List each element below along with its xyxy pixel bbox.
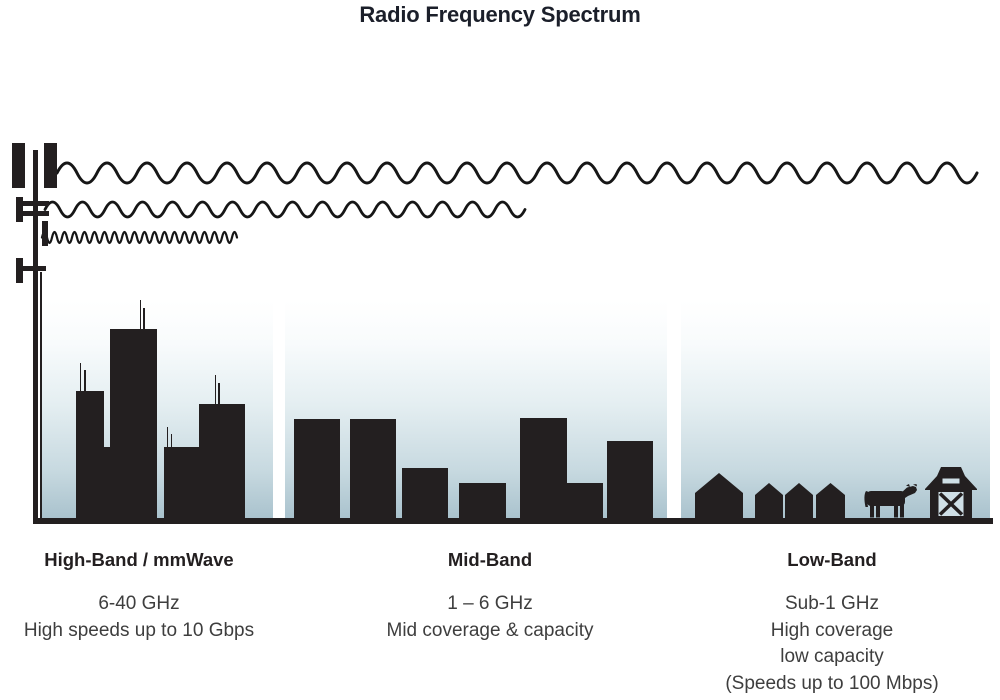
tower-main-pole [33,150,38,523]
skyscraper [163,447,199,519]
low-band-long-wave [55,161,979,185]
mid-rise-building [350,419,396,519]
house-icon [785,483,813,519]
skyscraper [103,447,110,519]
mid-band-description: 1 – 6 GHz Mid coverage & capacity [370,591,610,644]
low-band-speed-note: (Speeds up to 100 Mbps) [725,672,939,694]
high-band-heading: High-Band / mmWave [44,549,234,570]
high-band-frequency-range: 6-40 GHz [98,593,180,614]
radio-waves [40,161,979,245]
tower-antenna-panel-top-left [12,143,25,188]
house-icon [695,473,743,519]
tower-secondary-pole [39,272,42,523]
mid-rise-building [294,419,340,519]
mid-band-panel [285,300,667,519]
house-icon [816,483,845,519]
rooftop-antenna [139,300,142,331]
tower-crossbar-upper-b [23,211,49,216]
low-band-heading: Low-Band [787,549,877,570]
mid-rise-building [607,441,653,519]
mid-rise-building [402,468,448,519]
mid-rise-building [459,483,506,519]
rooftop-antenna [84,370,86,393]
skyscraper [76,391,104,519]
ground-baseline [33,518,993,524]
tower-crossbar-upper-a [23,201,49,206]
rooftop-antenna [166,427,169,449]
mid-band-medium-wave [43,200,527,219]
rooftop-antenna [214,375,217,406]
high-band-description: 6-40 GHz High speeds up to 10 Gbps [19,591,259,644]
tower-crossbar-lower [23,266,46,271]
low-band-coverage-note: High coverage [770,619,894,641]
high-band-capacity-note: High speeds up to 10 Gbps [23,619,255,641]
mid-rise-building [567,483,603,519]
rooftop-antenna [79,363,82,393]
tower-antenna-panel-mid-right [42,221,48,246]
skyscraper [110,329,157,519]
barn-icon [925,467,977,518]
diagram-title: Radio Frequency Spectrum [359,2,641,27]
rooftop-antenna [170,434,173,449]
tower-antenna-panel-lower-left [16,258,23,283]
house-icon [755,483,783,519]
rooftop-antenna [143,308,145,331]
mid-band-heading: Mid-Band [447,549,533,570]
low-band-frequency-range: Sub-1 GHz [785,593,879,614]
tower-antenna-panel-mid-left [16,197,23,222]
rooftop-antenna [217,383,220,406]
low-band-capacity-note: low capacity [780,646,884,667]
mid-band-frequency-range: 1 – 6 GHz [447,593,533,614]
skyscraper [198,404,245,519]
mid-rise-building [520,418,567,519]
cow-icon [864,484,917,518]
low-band-description: Sub-1 GHz High coverage low capacity (Sp… [712,591,952,697]
mid-band-capacity-note: Mid coverage & capacity [386,619,594,641]
tower-antenna-panel-top-right [44,143,57,188]
high-band-short-wave [40,230,239,245]
